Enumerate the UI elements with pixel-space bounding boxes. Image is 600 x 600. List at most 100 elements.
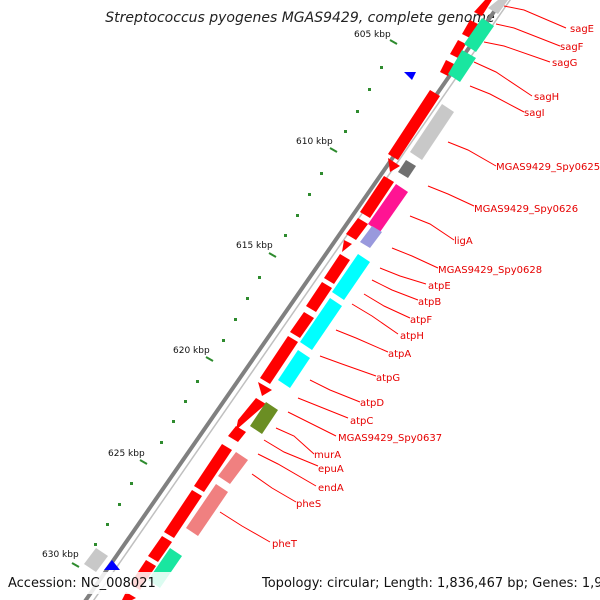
gene-label-pheS: pheS [296, 499, 321, 510]
gene-label-Spy0626: MGAS9429_Spy0626 [474, 204, 578, 215]
marker-blue-top [404, 72, 416, 80]
scale-tick-620 [205, 356, 214, 362]
leader-line-Spy0637 [287, 411, 337, 437]
footer-background [0, 572, 600, 594]
gene-arrow [148, 536, 172, 562]
gene-arrow [462, 20, 478, 38]
cog-block [398, 160, 416, 178]
gene-arrow [342, 240, 352, 252]
leader-line-sagF [495, 23, 561, 47]
cog-block [448, 50, 476, 82]
gene-label-sagF: sagF [560, 42, 584, 53]
cog-block [488, 0, 508, 14]
cog-block [368, 184, 408, 232]
gene-label-atpG: atpG [376, 373, 400, 384]
gene-label-atpH: atpH [400, 331, 424, 342]
leader-line-pheT [219, 511, 271, 543]
gene-arrow [388, 158, 400, 172]
gene-arrow [360, 176, 394, 218]
scale-ticks: 605 kbp 610 kbp 615 kbp 620 kbp 625 kbp … [42, 30, 398, 568]
genome-title: Streptococcus pyogenes MGAS9429, complet… [105, 10, 494, 26]
gene-label-sagE: sagE [570, 24, 594, 35]
tick-label-620: 620 kbp [173, 346, 210, 356]
leader-line-atpB [371, 279, 419, 301]
gene-label-atpB: atpB [418, 297, 441, 308]
scale-tick-605 [389, 39, 398, 45]
cog-block [300, 298, 342, 350]
gene-label-atpD: atpD [360, 398, 384, 409]
gene-arrow [260, 336, 298, 384]
leader-line-sagE [503, 5, 567, 29]
gene-label-epuA: epuA [318, 464, 344, 475]
gene-arrow [324, 254, 350, 284]
cog-block [332, 254, 370, 300]
gene-arrow [440, 60, 454, 76]
leader-line-ligA [409, 215, 455, 241]
leader-line-Spy0628 [391, 247, 439, 269]
cog-block [186, 484, 228, 536]
gene-arrow [290, 312, 314, 338]
gene-label-murA: murA [314, 450, 341, 461]
leader-line-sagH [473, 61, 533, 97]
gene-arrow [228, 426, 246, 442]
tick-label-615: 615 kbp [236, 241, 273, 251]
gene-arrow [450, 40, 466, 58]
gene-arrow [474, 0, 492, 16]
genome-backbone [83, 0, 512, 600]
leader-line-murA [275, 427, 315, 455]
leader-line-atpA [335, 329, 389, 353]
gene-label-endA: endA [318, 483, 344, 494]
gene-arrow [236, 398, 266, 430]
tick-label-625: 625 kbp [108, 449, 145, 459]
cog-block [218, 452, 248, 484]
gene-label-Spy0628: MGAS9429_Spy0628 [438, 265, 542, 276]
leader-line-sagG [483, 41, 551, 63]
label-leader-lines [219, 5, 567, 543]
gene-arrow [306, 282, 332, 312]
gene-label-ligA: ligA [454, 236, 473, 247]
leader-line-atpH [351, 303, 399, 335]
gene-arrow [258, 382, 272, 396]
gene-label-pheT: pheT [272, 539, 298, 550]
leader-line-atpG [319, 355, 377, 377]
leader-line-sagI [469, 85, 525, 113]
scale-tick-625 [139, 459, 148, 465]
gene-label-atpC: atpC [350, 416, 373, 427]
marker-blue-bottom [104, 560, 120, 570]
scale-tick-615 [268, 252, 277, 258]
scale-tick-610 [329, 147, 338, 153]
scale-tick-630 [71, 562, 80, 568]
cog-block [84, 548, 108, 572]
gene-label-sagI: sagI [524, 108, 545, 119]
tick-label-630: 630 kbp [42, 550, 79, 560]
cog-block [360, 226, 382, 248]
leader-line-Spy0626 [427, 185, 475, 207]
gene-label-sagG: sagG [552, 58, 577, 69]
gene-arrow [164, 490, 202, 538]
tick-label-605: 605 kbp [354, 30, 391, 40]
gene-label-Spy0637: MGAS9429_Spy0637 [338, 433, 442, 444]
leader-line-endA [257, 453, 317, 487]
leader-line-epuA [263, 439, 319, 467]
gene-label-atpA: atpA [388, 349, 411, 360]
topology-text: Topology: circular; Length: 1,836,467 bp… [261, 576, 600, 591]
accession-text: Accession: NC_008021 [8, 576, 156, 591]
cog-block [278, 350, 310, 388]
gene-arrow [194, 444, 232, 492]
leader-line-atpE [379, 267, 427, 285]
gene-label-atpF: atpF [410, 315, 432, 326]
gene-label-sagH: sagH [534, 92, 559, 103]
cog-block [464, 18, 494, 52]
cog-block [250, 402, 278, 434]
cog-block [410, 104, 454, 160]
tick-label-610: 610 kbp [296, 137, 333, 147]
minor-ticks [58, 66, 383, 588]
gene-arrow [388, 90, 440, 160]
leader-line-Spy0625 [447, 141, 497, 167]
gene-label-Spy0625: MGAS9429_Spy0625 [496, 162, 600, 173]
leader-line-atpF [363, 293, 411, 319]
leader-line-atpD [309, 379, 361, 403]
gene-labels: sagE sagF sagG sagH sagI MGAS9429_Spy062… [272, 24, 600, 550]
gene-label-atpE: atpE [428, 281, 451, 292]
